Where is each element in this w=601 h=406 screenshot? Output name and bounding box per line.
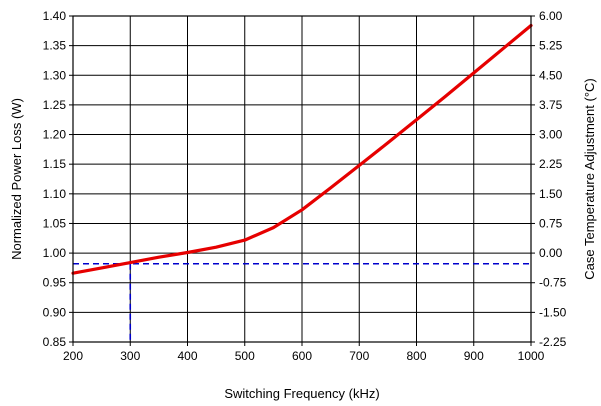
x-tick-label: 300: [120, 349, 140, 363]
power-loss-series-line: [71, 23, 533, 275]
y-tick-label: 1.10: [43, 187, 67, 201]
y-tick-label: 1.00: [43, 246, 67, 260]
y2-tick-label: 6.00: [539, 9, 563, 23]
y-axis-ticks: 0.85 0.90 0.95 1.00 1.05 1.10 1.15 1.20 1.25 1.30…: [43, 9, 73, 349]
y2-tick-label: 4.50: [539, 68, 563, 82]
y2-tick-label: 2.25: [539, 157, 563, 171]
y-tick-label: 1.20: [43, 128, 67, 142]
y2-tick-label: 3.75: [539, 98, 563, 112]
y2-axis-label: Case Temperature Adjustment (°C): [582, 78, 597, 280]
y-tick-label: 1.40: [43, 9, 67, 23]
y2-tick-label: -0.75: [539, 276, 567, 290]
x-tick-label: 1000: [518, 349, 545, 363]
y2-tick-label: 1.50: [539, 187, 563, 201]
x-axis-label: Switching Frequency (kHz): [224, 386, 379, 401]
y-tick-label: 1.25: [43, 98, 67, 112]
y-tick-label: 0.95: [43, 276, 67, 290]
x-tick-label: 200: [63, 349, 83, 363]
y-axis-label: Normalized Power Loss (W): [9, 98, 24, 260]
y2-tick-label: -2.25: [539, 335, 567, 349]
y2-tick-label: 0.00: [539, 246, 563, 260]
x-tick-label: 400: [177, 349, 197, 363]
x-tick-label: 900: [464, 349, 484, 363]
y-tick-label: 1.35: [43, 39, 67, 53]
x-tick-label: 500: [235, 349, 255, 363]
y2-tick-label: 0.75: [539, 216, 563, 230]
reference-lines: [73, 262, 531, 342]
y2-tick-label: -1.50: [539, 305, 567, 319]
series-layer: [71, 23, 533, 275]
y-tick-label: 0.90: [43, 305, 67, 319]
y2-tick-label: 3.00: [539, 128, 563, 142]
x-tick-label: 600: [292, 349, 312, 363]
y-tick-label: 0.85: [43, 335, 67, 349]
y-tick-label: 1.15: [43, 157, 67, 171]
x-tick-label: 800: [406, 349, 426, 363]
y-tick-label: 1.05: [43, 216, 67, 230]
y-tick-label: 1.30: [43, 68, 67, 82]
y2-axis-ticks: -2.25 -1.50 -0.75 0.00 0.75 1.50 2.25 3.00 3.75 4…: [531, 9, 567, 349]
x-tick-label: 700: [349, 349, 369, 363]
y2-tick-label: 5.25: [539, 39, 563, 53]
x-axis-ticks: 200 300 400 500 600 700 800 900 1000: [63, 342, 545, 363]
